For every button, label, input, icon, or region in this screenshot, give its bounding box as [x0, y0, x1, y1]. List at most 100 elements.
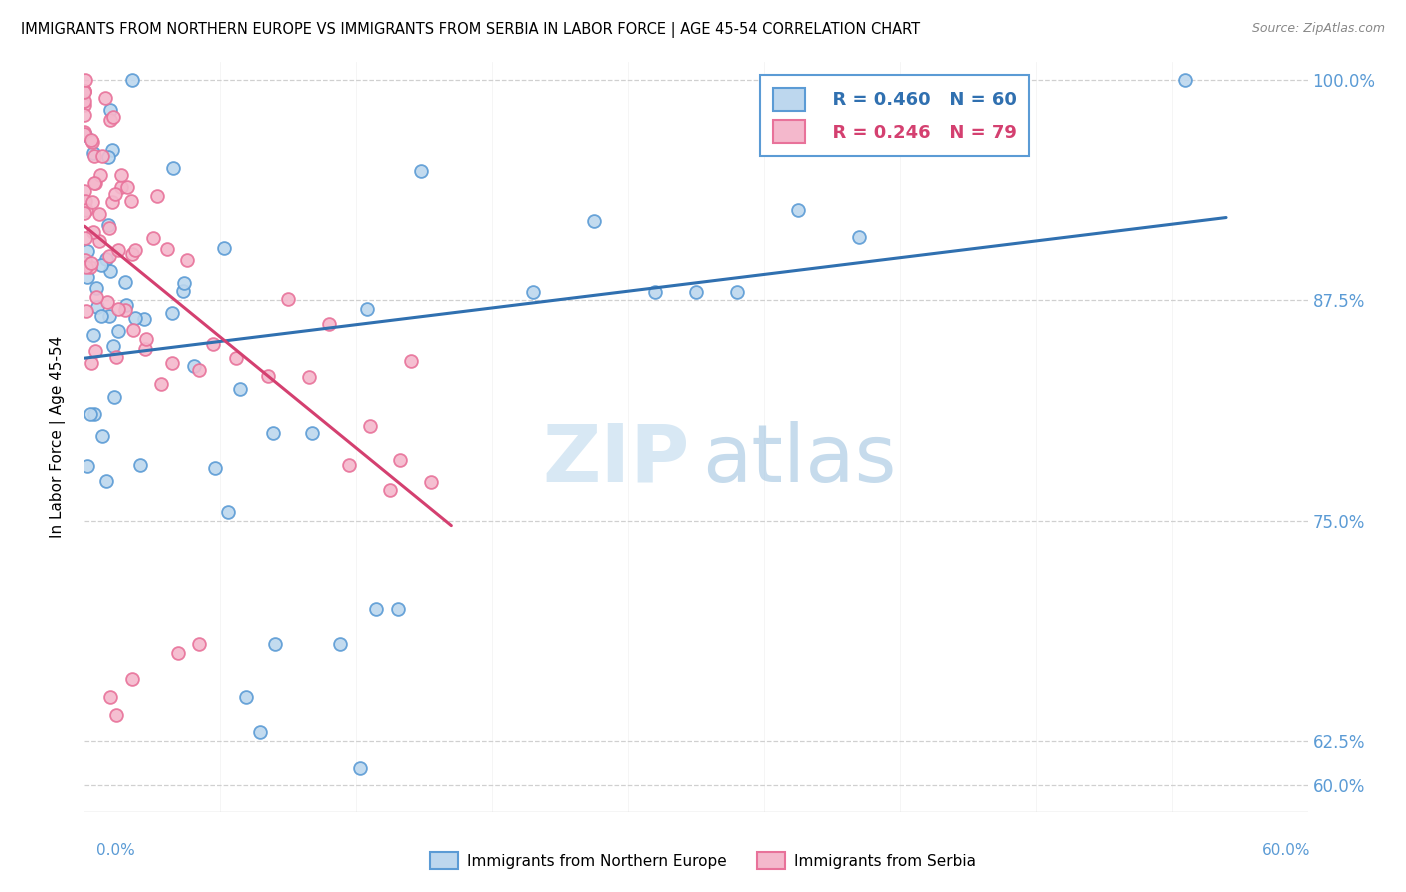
Point [104, 186, 127, 201]
Point [97, 218, 120, 232]
Point [339, 458, 361, 472]
Point [83, 344, 105, 359]
Point [115, 298, 138, 312]
Point [134, 342, 156, 356]
Point [277, 292, 299, 306]
Point [75, 260, 97, 274]
Point [725, 285, 748, 299]
Point [86, 300, 108, 314]
Point [73, 86, 96, 100]
Point [644, 285, 666, 299]
Point [229, 382, 252, 396]
Point [79, 260, 101, 275]
Point [76, 458, 98, 473]
Point [90, 309, 112, 323]
Point [107, 243, 129, 257]
Point [146, 189, 169, 203]
Point [409, 164, 432, 178]
Point [142, 231, 165, 245]
Point [73, 73, 96, 87]
Point [848, 230, 870, 244]
Point [79, 407, 101, 421]
Point [121, 73, 143, 87]
Point [73, 231, 96, 245]
Point [214, 241, 236, 255]
Point [84, 290, 107, 304]
Point [201, 337, 224, 351]
Point [235, 690, 257, 705]
Point [149, 377, 172, 392]
Point [98, 264, 121, 278]
Point [91, 429, 114, 443]
Point [298, 370, 321, 384]
Point [103, 110, 125, 124]
Point [364, 602, 387, 616]
Point [110, 169, 132, 183]
Point [73, 127, 96, 141]
Point [787, 203, 810, 218]
Point [83, 408, 105, 422]
Point [75, 252, 97, 267]
Point [399, 354, 422, 368]
Point [176, 252, 198, 267]
Point [98, 249, 121, 263]
Point [583, 214, 606, 228]
Point [89, 207, 111, 221]
Point [97, 220, 120, 235]
Point [96, 294, 118, 309]
Point [73, 94, 96, 108]
Point [225, 351, 247, 365]
Point [80, 136, 103, 150]
Point [387, 602, 409, 616]
Point [100, 143, 122, 157]
Point [135, 332, 157, 346]
Point [84, 281, 107, 295]
Point [104, 707, 127, 722]
Point [162, 161, 184, 175]
Point [114, 303, 136, 318]
Point [115, 179, 138, 194]
Point [132, 312, 155, 326]
Point [685, 285, 707, 299]
Point [257, 368, 280, 383]
Point [101, 339, 124, 353]
Point [98, 690, 121, 705]
Point [83, 176, 105, 190]
Point [329, 637, 352, 651]
Point [89, 168, 111, 182]
Point [89, 234, 111, 248]
Point [522, 285, 544, 299]
Point [110, 179, 132, 194]
Point [80, 356, 103, 370]
Point [73, 108, 96, 122]
Point [172, 285, 194, 299]
Point [420, 475, 443, 490]
Point [75, 304, 97, 318]
Text: IMMIGRANTS FROM NORTHERN EUROPE VS IMMIGRANTS FROM SERBIA IN LABOR FORCE | AGE 4: IMMIGRANTS FROM NORTHERN EUROPE VS IMMIG… [21, 22, 920, 38]
Text: 0.0%: 0.0% [96, 843, 135, 858]
Legend:   R = 0.460   N = 60,   R = 0.246   N = 79: R = 0.460 N = 60, R = 0.246 N = 79 [761, 75, 1029, 156]
Point [349, 761, 371, 775]
Point [318, 317, 340, 331]
Point [356, 302, 378, 317]
Point [129, 458, 152, 472]
Point [167, 646, 190, 660]
Point [217, 505, 239, 519]
Point [76, 244, 98, 259]
Point [80, 133, 103, 147]
Point [262, 425, 284, 440]
Text: atlas: atlas [702, 420, 897, 499]
Point [84, 176, 107, 190]
Point [82, 146, 104, 161]
Point [80, 255, 103, 269]
Point [107, 302, 129, 317]
Point [82, 195, 104, 210]
Point [73, 125, 96, 139]
Point [76, 269, 98, 284]
Point [96, 150, 118, 164]
Point [83, 148, 105, 162]
Point [204, 461, 226, 475]
Point [380, 483, 402, 498]
Point [162, 306, 184, 320]
Point [73, 205, 96, 219]
